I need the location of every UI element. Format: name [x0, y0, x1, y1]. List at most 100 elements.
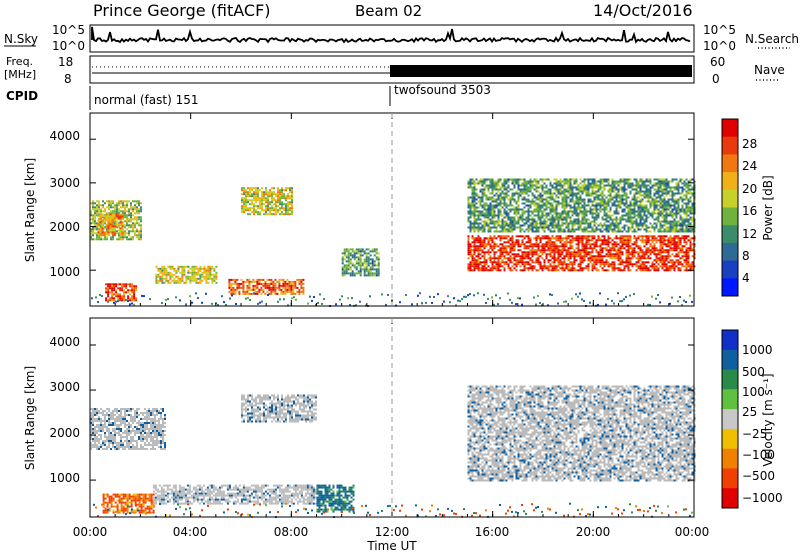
power-cell: [527, 186, 530, 189]
power-cell: [228, 286, 231, 289]
power-cell: [573, 249, 576, 252]
power-cell: [159, 269, 162, 272]
power-cell: [475, 208, 478, 211]
power-cell: [469, 204, 472, 207]
power-cell: [513, 198, 516, 201]
power-cell: [663, 228, 666, 231]
power-cell: [517, 259, 520, 262]
power-cell: [113, 233, 116, 236]
power-cell: [557, 190, 560, 193]
power-cell: [665, 235, 668, 238]
power-cell: [535, 206, 538, 209]
power-cell: [675, 186, 678, 189]
power-cell: [533, 222, 536, 225]
power-cell: [585, 251, 588, 254]
power-cell: [551, 196, 554, 199]
power-cell: [667, 245, 670, 248]
power-cell: [661, 237, 664, 240]
power-cell: [353, 250, 356, 253]
power-cell: [659, 182, 662, 185]
power-cell: [185, 279, 188, 282]
power-cell: [639, 178, 642, 181]
power-cell: [523, 243, 526, 246]
power-cell: [473, 212, 476, 215]
power-cell: [635, 218, 638, 221]
power-cell: [159, 279, 162, 282]
power-cell: [553, 237, 556, 240]
power-cell: [511, 192, 514, 195]
power-cell: [103, 231, 106, 234]
power-cell: [637, 212, 640, 215]
power-cell: [645, 200, 648, 203]
power-cell: [525, 218, 528, 221]
power-cell: [655, 178, 658, 181]
power-cell: [501, 206, 504, 209]
power-cell: [103, 219, 106, 222]
power-cell: [487, 204, 490, 207]
power-cell: [489, 186, 492, 189]
power-cell: [661, 267, 664, 270]
power-cell: [119, 297, 122, 300]
power-cell: [119, 227, 122, 230]
power-cell: [591, 237, 594, 240]
power-cell: [573, 180, 576, 183]
power-cell: [291, 201, 293, 204]
power-cell: [110, 204, 112, 207]
power-cell: [111, 285, 114, 288]
power-cell: [124, 206, 126, 209]
power-cell: [661, 220, 664, 223]
power-cell: [631, 263, 634, 266]
power-cell: [623, 239, 626, 242]
power-cell: [505, 253, 508, 256]
power-cell: [657, 235, 660, 238]
power-cell: [138, 204, 140, 207]
power-cell: [533, 249, 536, 252]
power-cell: [583, 267, 586, 270]
power-cell: [264, 284, 267, 287]
power-cell: [541, 267, 544, 270]
power-cell: [479, 228, 482, 231]
power-cell: [545, 192, 548, 195]
power-cell: [653, 245, 656, 248]
power-cell: [621, 263, 624, 266]
power-cell: [111, 297, 114, 300]
power-cell: [661, 188, 664, 191]
power-cell: [525, 188, 528, 191]
power-cell: [617, 249, 620, 252]
power-cell: [138, 238, 140, 241]
power-cell: [359, 270, 362, 273]
power-cell: [563, 190, 566, 193]
power-cell: [471, 255, 474, 258]
power-cell: [639, 222, 642, 225]
power-cell: [289, 207, 291, 210]
power-cell: [641, 186, 644, 189]
power-cell: [481, 243, 484, 246]
power-cell: [105, 299, 108, 302]
power-cell: [599, 251, 602, 254]
power-cell: [513, 241, 516, 244]
power-cell: [611, 230, 614, 233]
power-cell: [377, 252, 380, 255]
power-cell: [619, 247, 622, 250]
power-cell: [615, 222, 618, 225]
power-cell: [341, 272, 344, 275]
power-cell: [279, 195, 281, 198]
power-cell: [509, 216, 512, 219]
power-cell: [276, 286, 279, 289]
power-cell: [613, 200, 616, 203]
power-cell: [280, 292, 283, 295]
power-cell: [525, 245, 528, 248]
power-cell: [274, 278, 277, 281]
power-cell: [635, 243, 638, 246]
power-cell: [92, 232, 94, 235]
power-cell: [663, 208, 666, 211]
power-cell: [649, 180, 652, 183]
power-cell: [535, 235, 538, 238]
power-cell: [607, 194, 610, 197]
power-cell: [545, 196, 548, 199]
power-cell: [509, 196, 512, 199]
power-cell: [549, 239, 552, 242]
power-cell: [583, 204, 586, 207]
power-cell: [671, 239, 674, 242]
power-cell: [601, 224, 604, 227]
